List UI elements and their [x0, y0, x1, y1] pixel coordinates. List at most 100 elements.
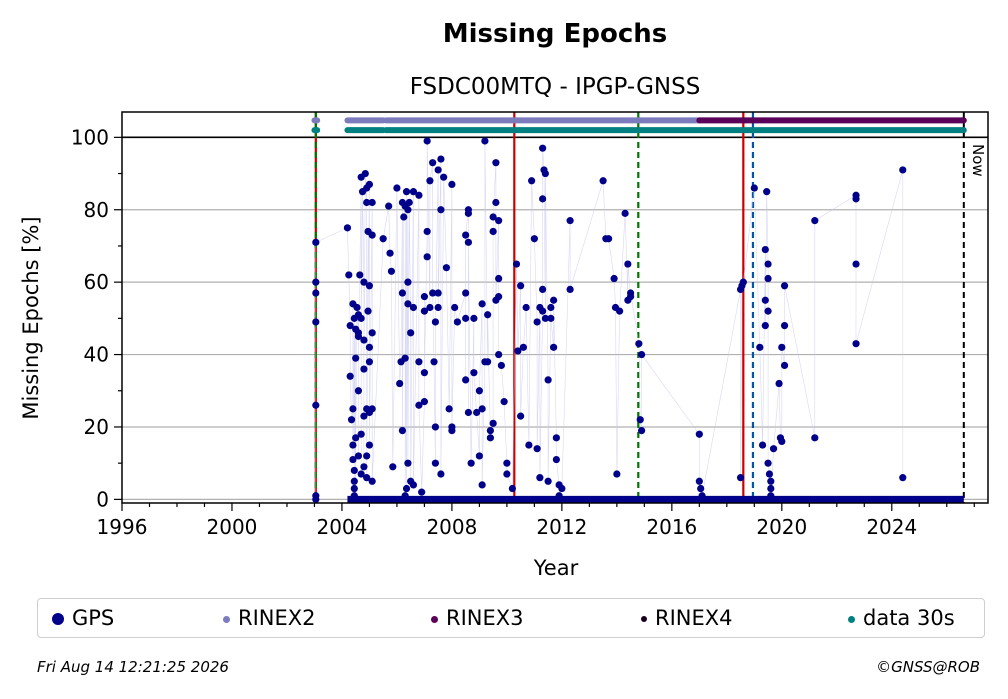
gps-point — [357, 430, 365, 438]
gps-point — [539, 144, 547, 152]
gps-point — [350, 466, 358, 475]
gps-point — [765, 470, 774, 478]
gps-point — [761, 296, 769, 304]
legend-label-rinex4: RINEX4 — [655, 606, 733, 630]
legend-item-rinex2: RINEX2 — [223, 605, 316, 631]
gps-point — [437, 470, 445, 478]
legend-label-rinex3: RINEX3 — [446, 606, 524, 630]
gps-point — [368, 231, 376, 239]
gps-point — [453, 318, 462, 326]
gps-point — [349, 441, 357, 449]
gps-point — [695, 477, 703, 485]
gps-point — [451, 303, 459, 312]
gps-point — [462, 231, 470, 239]
gps-point — [360, 365, 368, 373]
gps-point — [387, 267, 396, 275]
gps-point — [522, 303, 530, 312]
gps-point — [605, 235, 613, 243]
gps-point — [486, 426, 494, 435]
x-tick-label: 2020 — [756, 515, 807, 539]
gps-point — [415, 401, 423, 409]
x-tick-label: 2004 — [316, 515, 367, 539]
gps-point — [698, 492, 706, 500]
y-tick-label: 80 — [84, 198, 109, 222]
legend-item-data30s: data 30s — [848, 605, 955, 631]
gps-point — [420, 369, 429, 377]
gps-point — [764, 274, 772, 283]
gps-point — [761, 245, 769, 254]
gps-point — [514, 347, 522, 355]
gps-point — [400, 213, 408, 221]
gps-point — [756, 343, 764, 351]
gps-point — [486, 434, 494, 442]
gps-point — [404, 278, 412, 286]
legend-item-rinex4: RINEX4 — [641, 605, 733, 631]
gps-point — [429, 289, 437, 297]
gps-point — [434, 303, 442, 312]
gps-point — [638, 350, 646, 359]
legend: GPS RINEX2 RINEX3 RINEX4 data 30s — [37, 598, 985, 638]
gps-point — [503, 459, 511, 467]
gps-point — [365, 282, 374, 290]
gps-point — [899, 474, 907, 482]
gps-point — [423, 137, 431, 145]
gps-point — [495, 274, 503, 283]
gps-point — [478, 405, 486, 413]
gps-point — [407, 329, 415, 337]
gps-point — [350, 477, 358, 485]
legend-item-rinex3: RINEX3 — [431, 605, 524, 631]
gps-marker-icon — [52, 613, 64, 625]
gps-point — [552, 455, 560, 464]
gps-point — [365, 441, 374, 449]
gps-point — [429, 159, 437, 167]
gps-point — [470, 314, 478, 322]
gps-point — [558, 484, 566, 493]
gps-point — [852, 195, 860, 203]
gps-point — [360, 463, 368, 471]
gps-point — [423, 227, 431, 236]
gps-point — [404, 206, 412, 214]
gps-point — [365, 180, 374, 189]
gps-point — [464, 408, 472, 417]
gps-point — [555, 492, 563, 500]
gps-point — [368, 198, 376, 207]
gps-point — [767, 492, 775, 500]
gps-point — [500, 398, 508, 406]
gps-point — [547, 314, 555, 322]
gps-point — [525, 441, 533, 449]
rinex4-marker-icon — [641, 616, 647, 622]
gps-point — [473, 408, 481, 417]
gps-point — [442, 264, 451, 272]
gps-point — [385, 202, 393, 210]
legend-label-rinex2: RINEX2 — [238, 606, 316, 630]
gps-point — [448, 180, 456, 189]
gps-point — [481, 137, 489, 145]
gps-point — [363, 405, 371, 413]
gps-point — [566, 217, 574, 225]
gps-point — [360, 412, 368, 420]
gps-point — [352, 325, 360, 333]
gps-point — [489, 213, 497, 221]
rinex3-marker-icon — [431, 615, 438, 623]
gps-point — [775, 379, 783, 388]
gps-point — [357, 314, 365, 322]
gps-point — [402, 484, 411, 493]
gps-point — [478, 300, 486, 308]
gps-point — [778, 437, 786, 446]
gps-point — [404, 300, 412, 308]
gps-point — [517, 412, 525, 420]
gps-point — [530, 235, 538, 243]
gps-point — [345, 271, 353, 279]
gps-point — [431, 423, 440, 431]
rinex2-marker-icon — [223, 615, 230, 623]
gps-point — [420, 307, 429, 315]
gps-point — [739, 278, 747, 286]
gps-point — [536, 474, 544, 482]
gps-point — [464, 209, 472, 217]
gps-point — [544, 477, 552, 485]
gps-point — [352, 495, 360, 503]
plot-area: Now 1996 2000 2004 2008 2012 2016 2020 2024 0 20 40… — [71, 111, 989, 539]
gps-point — [599, 177, 607, 185]
gps-point — [409, 481, 418, 489]
gps-point — [475, 387, 483, 395]
